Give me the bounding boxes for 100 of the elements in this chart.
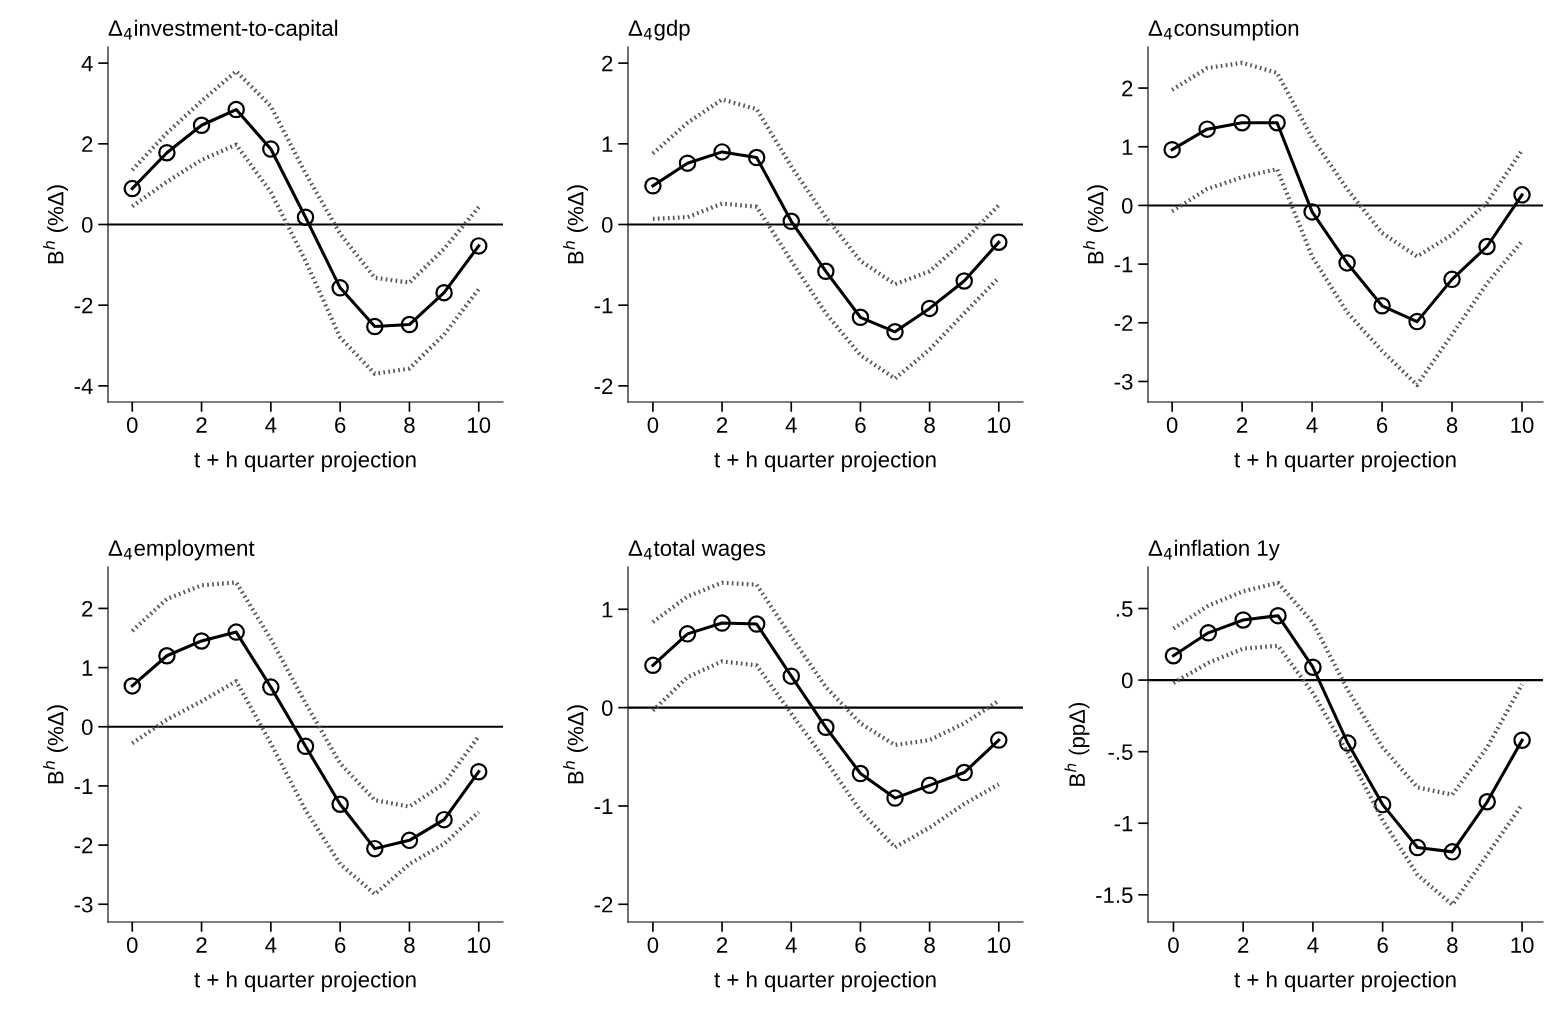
point — [1268, 113, 1286, 132]
x-tick-label: 2 — [1238, 937, 1249, 953]
x-tick-label: 2 — [1237, 417, 1248, 433]
point — [1198, 120, 1216, 138]
y-axis-title: B$^{h}$ (%Δ) — [42, 705, 68, 784]
y-tick-label: 0 — [81, 217, 93, 233]
point — [678, 154, 697, 172]
x-tick-label: 0 — [647, 417, 659, 433]
line-series — [650, 580, 1001, 748]
x-tick-label: 2 — [196, 937, 207, 953]
chart-title: Δ$_{4}$gdp — [628, 19, 690, 41]
x-tick-label: 6 — [1377, 937, 1388, 953]
point — [990, 731, 1008, 749]
point — [886, 323, 904, 341]
point — [817, 718, 835, 737]
point — [1373, 795, 1392, 814]
line-series — [650, 97, 1001, 287]
y-tick-label: -2 — [74, 837, 93, 854]
point — [435, 810, 453, 829]
x-tick-label: 0 — [647, 937, 659, 953]
y-tick-label: -1 — [74, 778, 93, 794]
x-tick-label: 8 — [924, 937, 935, 953]
point — [470, 237, 488, 255]
point — [192, 632, 211, 650]
point — [886, 789, 904, 807]
x-axis-title: t + h quarter projection — [194, 451, 416, 472]
point — [1478, 237, 1496, 256]
y-tick-label: -1 — [594, 798, 613, 815]
x-tick-label: 0 — [126, 417, 138, 433]
point — [227, 100, 245, 119]
x-tick-label: 2 — [196, 417, 207, 433]
x-tick-label: 10 — [988, 937, 1011, 953]
y-tick-label: 0 — [601, 217, 613, 233]
point — [1408, 312, 1426, 331]
y-tick-label: -4 — [74, 378, 93, 394]
point — [1513, 731, 1531, 749]
y-tick-label: -1.5 — [1096, 887, 1133, 904]
point — [1478, 793, 1496, 811]
point — [817, 262, 835, 281]
point — [851, 308, 870, 327]
point — [851, 764, 870, 783]
point — [1304, 658, 1322, 676]
point — [678, 625, 697, 643]
point — [1338, 254, 1356, 272]
y-tick-label: 1 — [82, 660, 93, 676]
y-tick-label: .5 — [1116, 601, 1133, 617]
x-tick-label: 8 — [924, 417, 935, 433]
y-tick-label: -2 — [594, 896, 613, 913]
y-axis-title: B$^{h}$ (%Δ) — [562, 185, 588, 264]
x-axis-title: t + h quarter projection — [1234, 451, 1456, 472]
y-axis-title: B$^{h}$ (%Δ) — [1082, 185, 1108, 264]
point — [747, 615, 766, 633]
y-tick-label: 0 — [1121, 672, 1133, 689]
point — [713, 143, 731, 161]
x-tick-label: 4 — [785, 937, 797, 953]
chart-title: Δ$_{4}$investment-to-capital — [108, 19, 338, 41]
point — [920, 299, 939, 318]
y-tick-label: 2 — [82, 600, 93, 617]
point — [1443, 270, 1461, 289]
point — [990, 233, 1008, 251]
line-series — [650, 201, 1001, 381]
x-tick-label: 6 — [855, 417, 866, 433]
y-tick-label: 0 — [601, 700, 613, 716]
line-series — [650, 659, 1001, 850]
point — [366, 839, 384, 858]
line-series — [1171, 643, 1525, 907]
chart-title: Δ$_{4}$employment — [108, 539, 255, 561]
line-series — [130, 679, 481, 897]
x-tick-label: 4 — [1307, 937, 1319, 953]
chart-title: Δ$_{4}$consumption — [1148, 19, 1299, 41]
y-tick-label: -2 — [594, 378, 613, 394]
point — [158, 647, 176, 665]
x-tick-label: 0 — [126, 937, 138, 953]
point — [400, 831, 419, 850]
line-series — [1170, 166, 1525, 388]
y-tick-label: -.5 — [1108, 744, 1133, 760]
x-tick-label: 8 — [1447, 937, 1458, 953]
y-tick-label: 2 — [1122, 80, 1133, 97]
x-tick-label: 10 — [468, 417, 491, 433]
x-tick-label: 2 — [717, 937, 728, 953]
point — [1339, 734, 1357, 752]
y-tick-label: -2 — [1114, 315, 1133, 331]
point — [123, 677, 141, 695]
y-axis-title: B$^{h}$ (%Δ) — [562, 705, 588, 784]
point — [1163, 140, 1181, 159]
point — [955, 763, 973, 782]
x-tick-label: 4 — [1306, 417, 1318, 433]
line-series — [130, 580, 481, 809]
y-tick-label: -1 — [1114, 815, 1133, 832]
point — [1234, 611, 1252, 629]
point — [366, 317, 384, 336]
chart-title: Δ$_{4}$inflation 1y — [1148, 539, 1280, 561]
x-tick-label: 10 — [1511, 417, 1534, 433]
y-tick-label: 1 — [602, 136, 613, 152]
point — [1373, 297, 1391, 315]
x-tick-label: 6 — [1377, 417, 1388, 433]
point — [1303, 203, 1321, 221]
y-tick-label: -2 — [74, 297, 93, 314]
point — [435, 283, 453, 302]
point — [1443, 843, 1462, 861]
